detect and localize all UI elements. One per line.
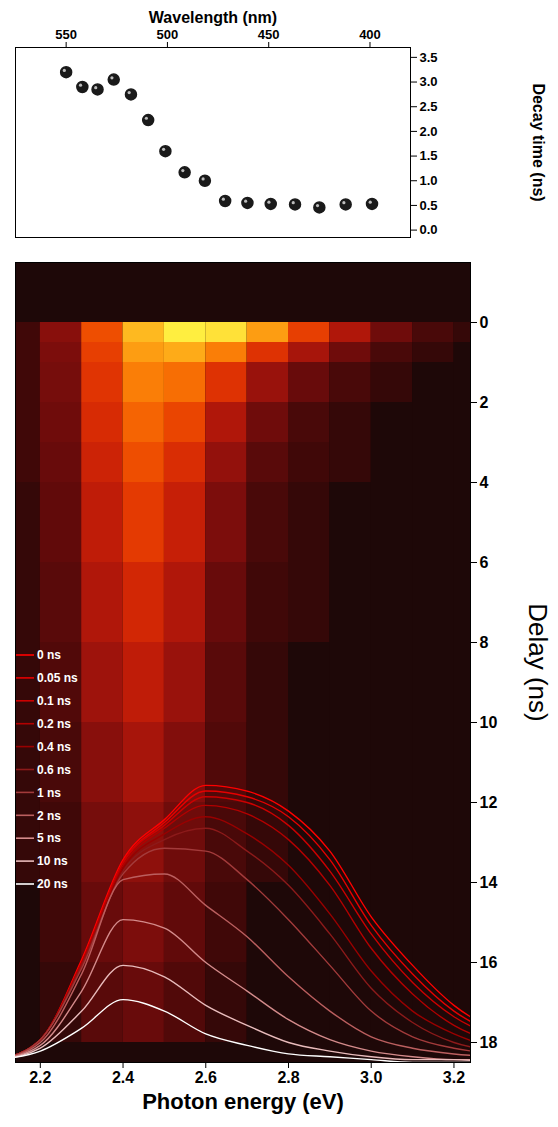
svg-text:2.2: 2.2	[29, 1069, 51, 1086]
svg-text:500: 500	[157, 27, 179, 42]
svg-text:Wavelength (nm): Wavelength (nm)	[149, 9, 277, 26]
svg-text:0.6 ns: 0.6 ns	[37, 763, 71, 777]
svg-text:Photon energy (eV): Photon energy (eV)	[142, 1089, 344, 1114]
svg-text:0.05 ns: 0.05 ns	[37, 671, 78, 685]
svg-text:0.2 ns: 0.2 ns	[37, 717, 71, 731]
svg-text:3.5: 3.5	[420, 50, 438, 65]
svg-text:400: 400	[359, 27, 381, 42]
svg-text:5 ns: 5 ns	[37, 831, 61, 845]
svg-text:14: 14	[480, 874, 498, 891]
svg-text:0.1 ns: 0.1 ns	[37, 694, 71, 708]
svg-text:450: 450	[258, 27, 280, 42]
svg-text:10 ns: 10 ns	[37, 854, 68, 868]
svg-text:12: 12	[480, 794, 498, 811]
svg-text:Decay time (ns): Decay time (ns)	[530, 83, 547, 201]
svg-text:3.0: 3.0	[420, 74, 438, 89]
svg-text:0.5: 0.5	[420, 198, 438, 213]
svg-text:3.0: 3.0	[360, 1069, 382, 1086]
svg-text:1 ns: 1 ns	[37, 786, 61, 800]
svg-text:1.5: 1.5	[420, 148, 438, 163]
svg-text:10: 10	[480, 714, 498, 731]
svg-text:Delay (ns): Delay (ns)	[523, 603, 553, 721]
svg-text:8: 8	[480, 634, 489, 651]
svg-text:1.0: 1.0	[420, 173, 438, 188]
svg-text:2.4: 2.4	[112, 1069, 134, 1086]
svg-text:2.8: 2.8	[277, 1069, 299, 1086]
svg-text:0.4 ns: 0.4 ns	[37, 740, 71, 754]
svg-text:2: 2	[480, 394, 489, 411]
svg-text:0.0: 0.0	[420, 222, 438, 237]
svg-text:0: 0	[480, 314, 489, 331]
svg-text:2.0: 2.0	[420, 124, 438, 139]
svg-text:2 ns: 2 ns	[37, 809, 61, 823]
svg-text:550: 550	[55, 27, 77, 42]
svg-text:16: 16	[480, 954, 498, 971]
svg-text:18: 18	[480, 1034, 498, 1051]
svg-text:0 ns: 0 ns	[37, 648, 61, 662]
svg-text:4: 4	[480, 474, 489, 491]
svg-text:2.6: 2.6	[195, 1069, 217, 1086]
svg-text:2.5: 2.5	[420, 99, 438, 114]
svg-text:6: 6	[480, 554, 489, 571]
svg-text:3.2: 3.2	[443, 1069, 465, 1086]
svg-text:20 ns: 20 ns	[37, 877, 68, 891]
